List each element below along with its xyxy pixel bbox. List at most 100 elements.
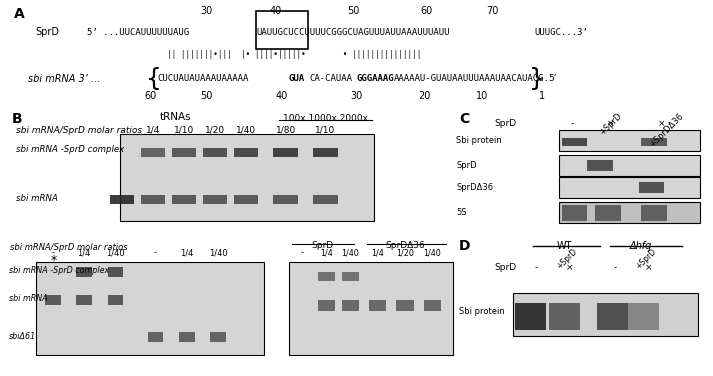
Bar bbox=[595, 205, 620, 221]
Bar bbox=[342, 300, 359, 311]
Text: 40: 40 bbox=[276, 91, 288, 101]
Text: B: B bbox=[11, 112, 22, 126]
Text: -: - bbox=[120, 126, 123, 135]
Bar bbox=[597, 303, 628, 330]
Text: 30: 30 bbox=[350, 91, 363, 101]
Text: CUCUAUAUAAAUAAAAA: CUCUAUAUAAAUAAAAA bbox=[158, 74, 249, 83]
Bar bbox=[396, 300, 414, 311]
Bar bbox=[559, 155, 700, 176]
Text: Sbi protein: Sbi protein bbox=[456, 136, 502, 145]
Text: CA-CAUAA: CA-CAUAA bbox=[309, 74, 352, 83]
Text: 60: 60 bbox=[420, 6, 433, 16]
Bar bbox=[76, 267, 92, 277]
Bar bbox=[562, 205, 588, 221]
Text: 1/4: 1/4 bbox=[320, 249, 333, 258]
Text: 70: 70 bbox=[486, 6, 499, 16]
Text: SprDΔ36: SprDΔ36 bbox=[456, 183, 493, 193]
Bar bbox=[559, 202, 700, 223]
Text: sbi mRNA 3’ ...: sbi mRNA 3’ ... bbox=[28, 74, 101, 84]
Text: +SprD: +SprD bbox=[597, 112, 623, 137]
Bar bbox=[256, 11, 308, 50]
Bar bbox=[289, 262, 453, 355]
Text: *: * bbox=[51, 254, 57, 267]
Text: -: - bbox=[301, 249, 304, 258]
Text: +SprDΔ36: +SprDΔ36 bbox=[648, 112, 685, 149]
Bar bbox=[202, 195, 227, 204]
Bar bbox=[559, 130, 700, 151]
Bar bbox=[639, 182, 665, 193]
Bar bbox=[76, 295, 92, 305]
Bar bbox=[234, 195, 258, 204]
Bar bbox=[108, 267, 123, 277]
Bar bbox=[562, 138, 588, 146]
Text: 1: 1 bbox=[538, 91, 545, 101]
Text: 60: 60 bbox=[144, 91, 156, 101]
Text: SprD: SprD bbox=[456, 161, 477, 170]
Text: tRNAs: tRNAs bbox=[159, 112, 191, 121]
Text: +SprD: +SprD bbox=[555, 247, 579, 271]
Text: 1/20: 1/20 bbox=[205, 126, 225, 135]
Text: SprD: SprD bbox=[495, 120, 517, 129]
Text: 100x 1000x 2000x: 100x 1000x 2000x bbox=[283, 114, 368, 123]
Text: ×: × bbox=[645, 264, 652, 272]
Text: || |||||||•|||  |• ||||•|||||•        • |||||||||||||||: || |||||||•||| |• ||||•|||||• • ||||||||… bbox=[167, 50, 421, 59]
Text: -: - bbox=[570, 120, 573, 129]
Text: 1/10: 1/10 bbox=[174, 126, 194, 135]
Text: C: C bbox=[459, 112, 469, 126]
Text: 5S: 5S bbox=[456, 208, 467, 217]
Text: WT: WT bbox=[556, 241, 572, 250]
Text: AAAAAU-GUAUAAUUUAAAUAACAUACG.: AAAAAU-GUAUAAUUUAAAUAACAUACG. bbox=[394, 74, 550, 83]
Bar bbox=[549, 303, 580, 330]
Bar bbox=[179, 332, 195, 342]
Bar bbox=[202, 148, 227, 157]
Text: SprD: SprD bbox=[312, 241, 334, 250]
Text: -: - bbox=[154, 249, 157, 258]
Text: 1/40: 1/40 bbox=[424, 249, 441, 258]
Text: 1/4: 1/4 bbox=[371, 249, 384, 258]
Bar bbox=[36, 262, 264, 355]
Text: GGGAAAG: GGGAAAG bbox=[356, 74, 394, 83]
Bar bbox=[318, 272, 335, 281]
Text: sbi mRNA -SprD complex: sbi mRNA -SprD complex bbox=[9, 266, 109, 275]
Bar bbox=[148, 332, 163, 342]
Bar bbox=[108, 295, 123, 305]
Text: }: } bbox=[529, 67, 545, 91]
Text: -: - bbox=[614, 264, 617, 272]
Text: Sbi protein: Sbi protein bbox=[459, 307, 505, 316]
Bar bbox=[141, 195, 165, 204]
Bar bbox=[120, 134, 374, 221]
Bar bbox=[628, 303, 659, 330]
Text: ×: × bbox=[607, 120, 614, 129]
Bar bbox=[641, 205, 667, 221]
Text: SprD: SprD bbox=[495, 264, 517, 272]
Text: {: { bbox=[145, 67, 161, 91]
Bar bbox=[588, 160, 613, 171]
Text: 1/40: 1/40 bbox=[342, 249, 359, 258]
Bar bbox=[274, 148, 298, 157]
Bar bbox=[513, 293, 697, 336]
Bar bbox=[210, 332, 226, 342]
Bar bbox=[641, 138, 667, 146]
Text: A: A bbox=[14, 7, 25, 21]
Text: 1/10: 1/10 bbox=[315, 126, 336, 135]
Text: 5’ ...UUCAUUUUUUAUG: 5’ ...UUCAUUUUUUAUG bbox=[88, 28, 190, 37]
Text: 1/40: 1/40 bbox=[106, 249, 125, 258]
Bar bbox=[45, 295, 61, 305]
Text: -: - bbox=[51, 249, 54, 258]
Text: sbi mRNA/SprD molar ratios: sbi mRNA/SprD molar ratios bbox=[10, 243, 128, 252]
Text: UUUGC...3’: UUUGC...3’ bbox=[535, 28, 588, 37]
Text: sbi mRNA -SprD complex: sbi mRNA -SprD complex bbox=[16, 146, 124, 155]
Text: 1/80: 1/80 bbox=[275, 126, 296, 135]
Bar bbox=[110, 195, 134, 204]
Text: 50: 50 bbox=[200, 91, 212, 101]
Text: SprDΔ36: SprDΔ36 bbox=[385, 241, 425, 250]
Text: D: D bbox=[459, 240, 471, 253]
Bar bbox=[172, 195, 196, 204]
Text: sbi mRNA: sbi mRNA bbox=[9, 294, 47, 303]
Text: 20: 20 bbox=[418, 91, 431, 101]
Bar bbox=[515, 303, 546, 330]
Text: 1/4: 1/4 bbox=[146, 126, 160, 135]
Text: ×: × bbox=[565, 264, 573, 272]
Bar bbox=[234, 148, 258, 157]
Bar bbox=[274, 195, 298, 204]
